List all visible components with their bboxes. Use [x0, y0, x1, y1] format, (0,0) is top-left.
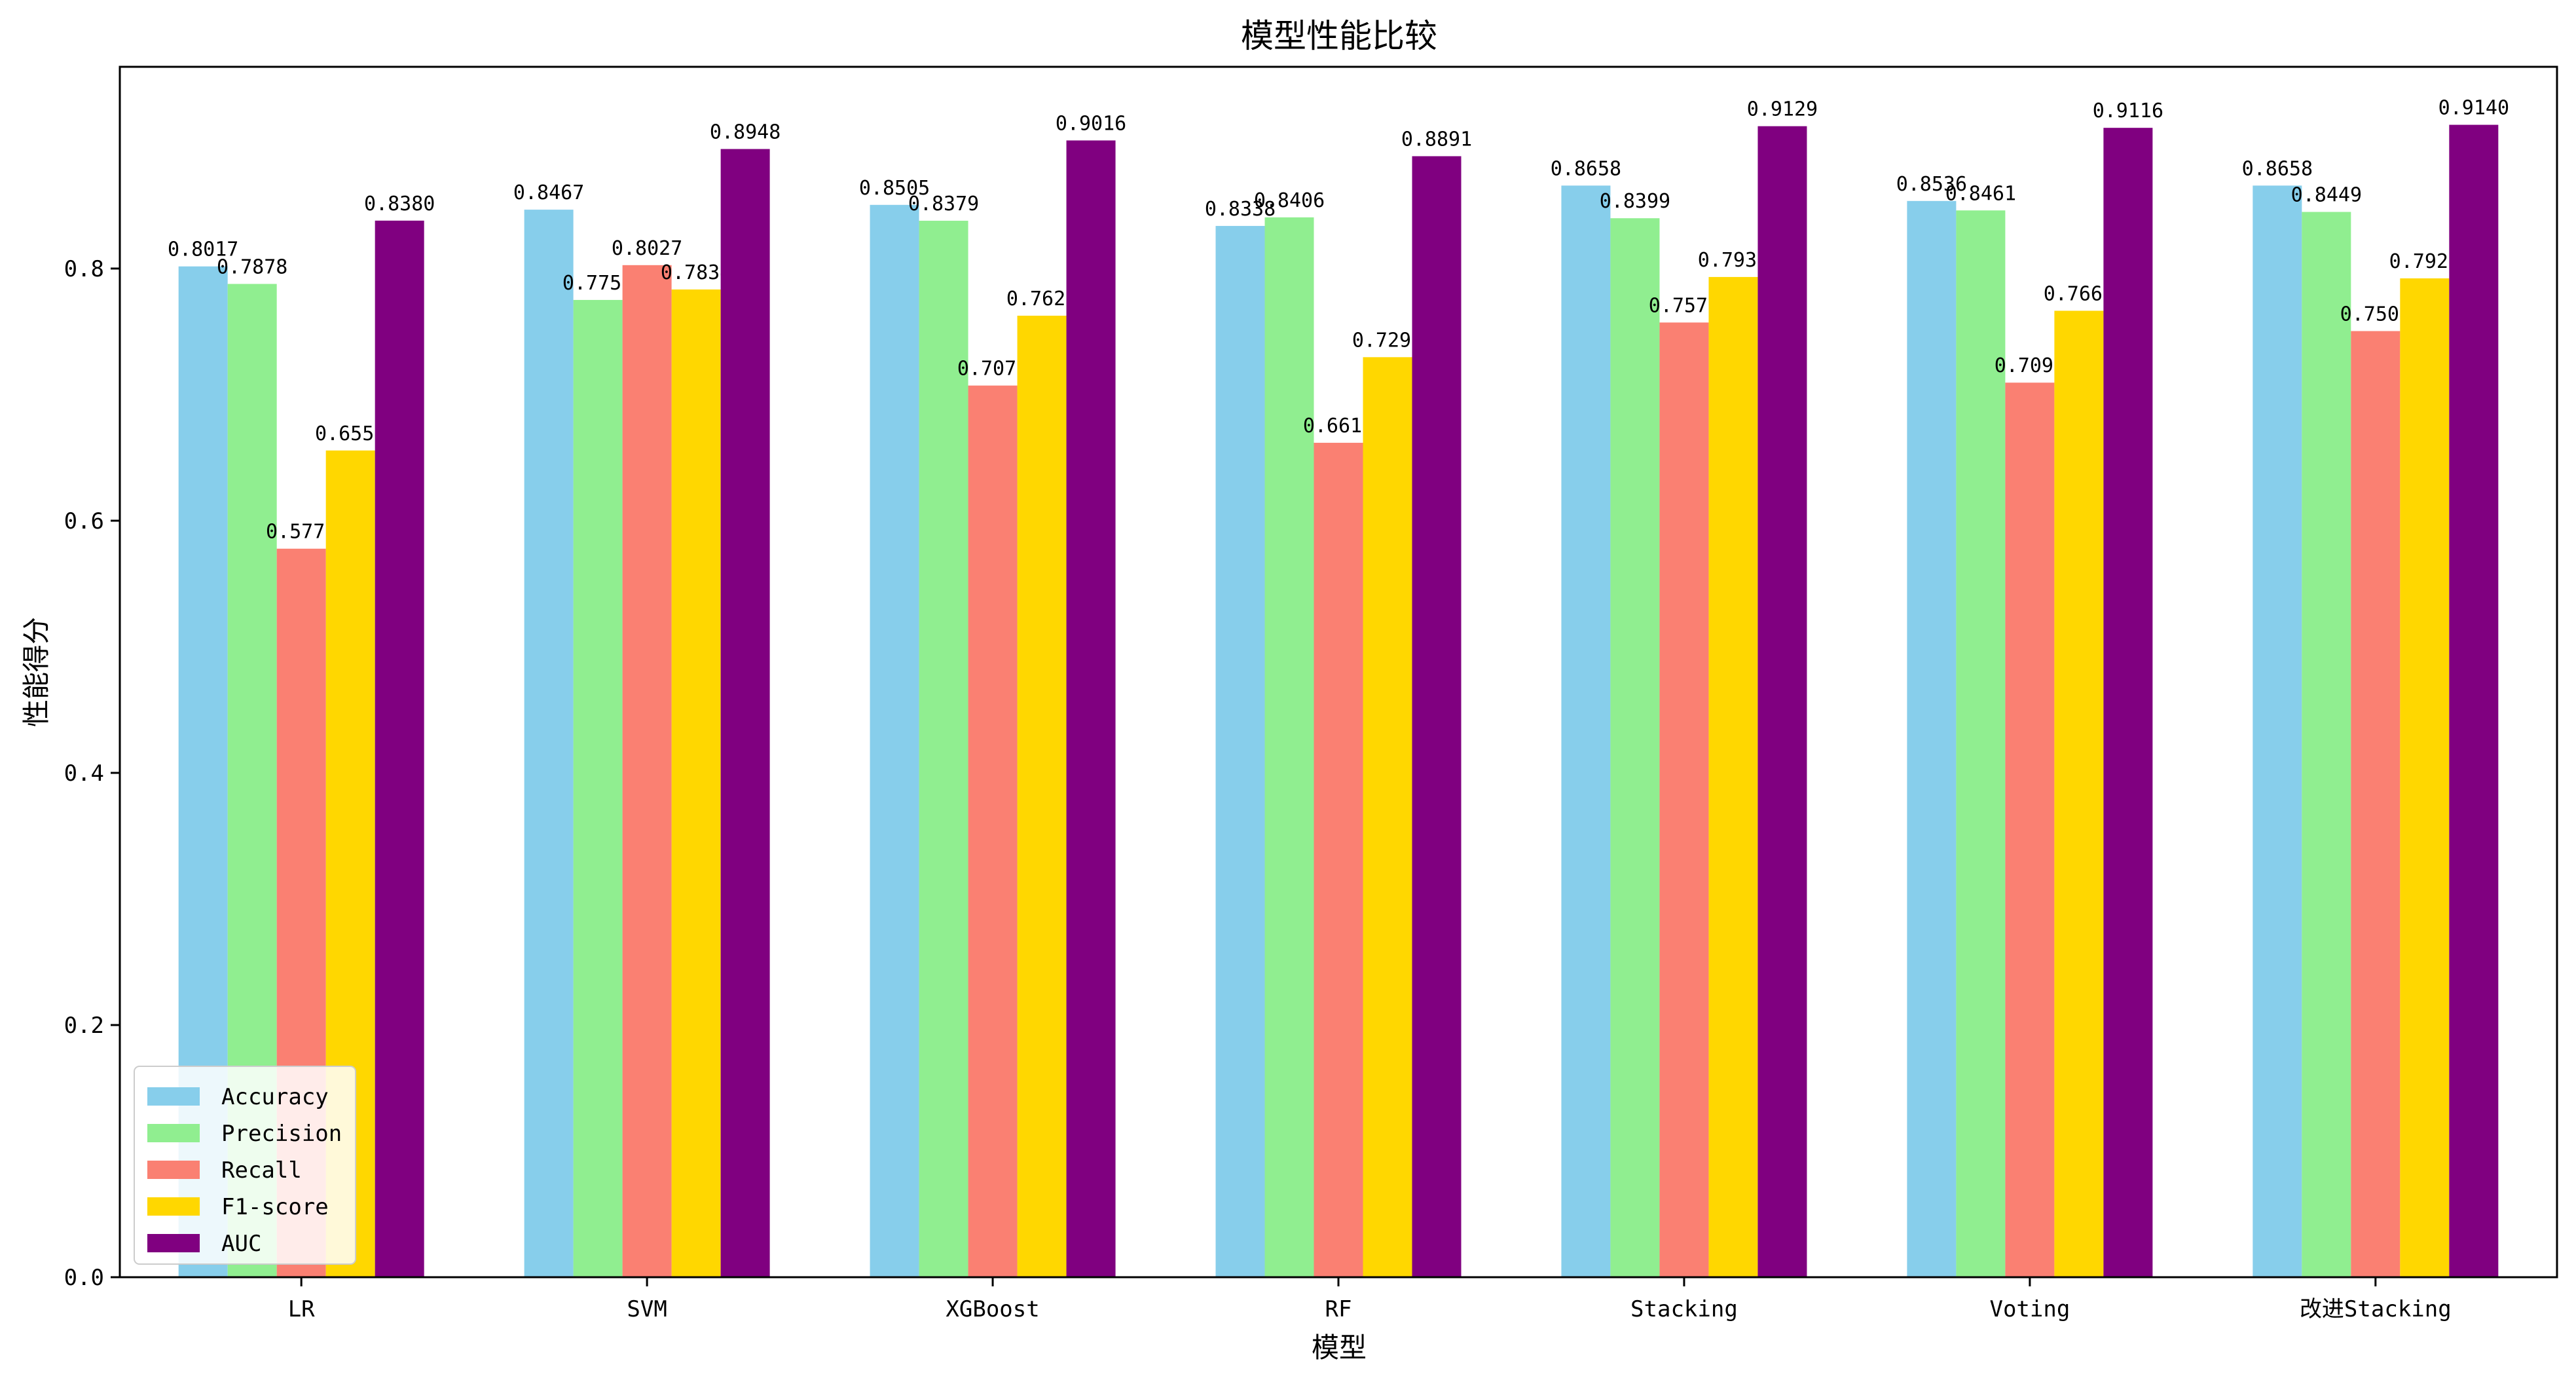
- bar-auc: [2103, 128, 2153, 1277]
- y-tick-label: 0.0: [64, 1265, 104, 1291]
- data-label: 0.8399: [1600, 190, 1670, 213]
- y-tick-label: 0.8: [64, 256, 104, 282]
- data-label: 0.9016: [1056, 112, 1126, 135]
- data-label: 0.6618: [1303, 415, 1374, 438]
- bar-recall: [2005, 383, 2055, 1277]
- data-label: 0.8948: [710, 121, 781, 144]
- data-label: 0.8505: [859, 177, 930, 200]
- legend-label: F1-score: [221, 1194, 329, 1220]
- plot-frame: [119, 65, 2558, 1279]
- data-label: 0.7504: [2340, 303, 2411, 326]
- legend: Accuracy Precision Recall F1-score AUC: [134, 1066, 356, 1265]
- data-label: 0.8380: [364, 193, 435, 215]
- legend-label: Recall: [221, 1157, 302, 1184]
- data-label: 0.7922: [2389, 250, 2460, 273]
- x-tick-label: 改进Stacking: [2300, 1296, 2452, 1322]
- bar-auc: [1757, 126, 1807, 1278]
- data-label: 0.5778: [266, 521, 337, 544]
- bar-auc: [375, 220, 424, 1278]
- bar-f1-score: [1017, 315, 1067, 1277]
- bar-accuracy: [1907, 200, 1957, 1277]
- bar-accuracy: [2253, 185, 2302, 1278]
- bar-recall: [1314, 443, 1363, 1278]
- data-label: 0.7751: [562, 272, 633, 295]
- bar-recall: [1659, 322, 1709, 1277]
- y-tick-label: 0.6: [64, 508, 104, 534]
- data-label: 0.8467: [513, 181, 584, 204]
- data-label: 0.9116: [2093, 100, 2163, 122]
- bar-precision: [919, 221, 968, 1278]
- bar-auc: [2449, 124, 2499, 1277]
- bar-auc: [720, 149, 770, 1277]
- y-tick-label: 0.4: [64, 760, 104, 787]
- data-label: 0.8891: [1401, 128, 1472, 151]
- data-label: 0.7572: [1649, 294, 1720, 317]
- x-tick-label: SVM: [627, 1296, 667, 1322]
- bar-recall: [968, 385, 1018, 1277]
- bar-precision: [1264, 217, 1314, 1278]
- data-label: 0.7095: [1995, 354, 2065, 377]
- data-label: 0.7665: [2044, 282, 2114, 305]
- bar-precision: [1956, 210, 2006, 1277]
- bar-precision: [1610, 218, 1660, 1277]
- data-label: 0.9140: [2438, 97, 2509, 120]
- bar-f1-score: [1708, 276, 1758, 1278]
- legend-label: Precision: [221, 1121, 342, 1147]
- data-label: 0.7072: [957, 358, 1028, 381]
- legend-swatch: [147, 1124, 200, 1142]
- data-label: 0.7878: [217, 255, 287, 278]
- bar-auc: [1412, 156, 1462, 1277]
- bar-f1-score: [2400, 278, 2450, 1277]
- data-label: 0.7297: [1352, 329, 1423, 352]
- data-label: 0.9129: [1747, 98, 1818, 121]
- data-label: 0.7933: [1698, 249, 1769, 272]
- legend-swatch: [147, 1234, 200, 1252]
- y-tick-label: 0.2: [64, 1013, 104, 1039]
- legend-swatch: [147, 1087, 200, 1106]
- chart-title: 模型性能比较: [1241, 17, 1437, 55]
- data-label: 0.8406: [1254, 189, 1325, 212]
- x-tick-label: RF: [1325, 1296, 1352, 1322]
- y-axis-label: 性能得分: [20, 617, 52, 727]
- bar-recall: [622, 265, 672, 1277]
- data-label: 0.8027: [612, 237, 682, 260]
- legend-swatch: [147, 1197, 200, 1216]
- bar-accuracy: [1561, 185, 1611, 1278]
- data-label: 0.8536: [1896, 173, 1967, 196]
- data-label: 0.8658: [1551, 157, 1621, 180]
- bar-precision: [2302, 212, 2351, 1277]
- x-axis-label: 模型: [1312, 1332, 1367, 1364]
- legend-label: Accuracy: [221, 1084, 329, 1110]
- bar-accuracy: [870, 204, 919, 1278]
- data-label: 0.8658: [2242, 157, 2313, 180]
- data-label: 0.8338: [1205, 198, 1276, 221]
- data-label: 0.7834: [661, 261, 731, 284]
- bar-accuracy: [1215, 225, 1265, 1277]
- data-label: 0.7626: [1006, 288, 1077, 310]
- data-label: 0.6557: [315, 422, 386, 445]
- data-label: 0.8461: [1945, 182, 2016, 205]
- data-label: 0.8017: [168, 238, 238, 261]
- bar-precision: [573, 299, 623, 1277]
- data-label: 0.8379: [908, 193, 979, 215]
- legend-label: AUC: [221, 1231, 261, 1257]
- legend-swatch: [147, 1161, 200, 1179]
- bar-recall: [2351, 331, 2401, 1278]
- x-tick-label: LR: [288, 1296, 315, 1322]
- bar-accuracy: [524, 210, 574, 1277]
- x-tick-label: Stacking: [1630, 1296, 1738, 1322]
- bar-f1-score: [2054, 310, 2104, 1277]
- x-tick-label: Voting: [1989, 1296, 2070, 1322]
- bar-f1-score: [1363, 357, 1412, 1277]
- bar-auc: [1066, 140, 1116, 1277]
- bar-f1-score: [671, 289, 721, 1278]
- x-tick-label: XGBoost: [946, 1296, 1039, 1322]
- data-label: 0.8449: [2291, 184, 2362, 207]
